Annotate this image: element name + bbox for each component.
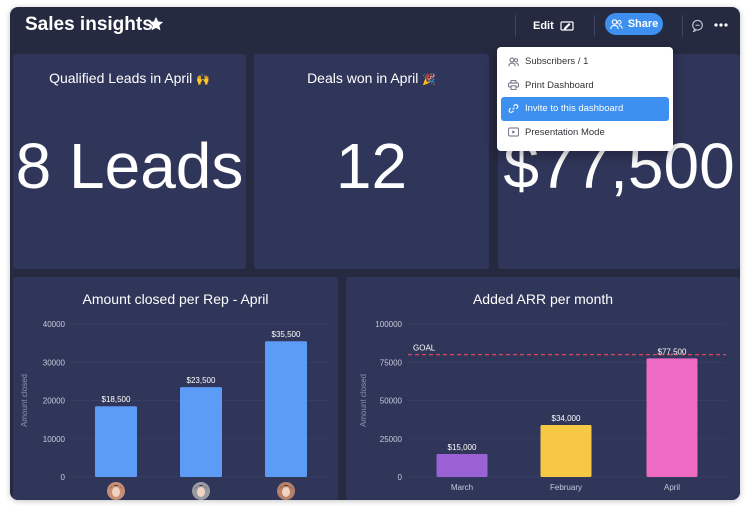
rep-avatar	[192, 482, 210, 500]
bar	[646, 358, 698, 477]
menu-item-label: Presentation Mode	[525, 126, 605, 138]
y-axis-label: Amount closed	[359, 374, 368, 427]
share-dropdown-menu: Subscribers / 1 Print Dashboard Invite t…	[497, 47, 673, 151]
updates-button[interactable]	[687, 15, 707, 35]
presentation-icon	[508, 127, 519, 137]
y-tick-label: 100000	[375, 320, 402, 329]
widget-title: Deals won in April 🎉	[307, 70, 436, 86]
chat-bubble-icon	[691, 19, 703, 32]
page-title: Sales insights	[25, 14, 153, 35]
dashboard-window: Sales insights Edit Share	[10, 7, 740, 500]
chart-amount-per-rep: 0 10000 20000 30000 40000 Amount closed $18,50…	[20, 320, 330, 500]
data-label: $35,500	[272, 330, 301, 339]
raised-hands-emoji: 🙌	[196, 74, 210, 86]
menu-item-presentation-mode[interactable]: Presentation Mode	[501, 121, 669, 145]
data-label: $23,500	[187, 376, 216, 385]
menu-item-invite[interactable]: Invite to this dashboard	[501, 97, 669, 121]
rep-avatar	[107, 482, 125, 500]
bar	[265, 341, 307, 477]
y-tick-label: 25000	[380, 435, 403, 444]
bar	[540, 424, 592, 477]
goal-label: GOAL	[413, 344, 436, 353]
x-tick-label: April	[664, 483, 680, 492]
party-popper-emoji: 🎉	[422, 74, 436, 86]
chart-title: Added ARR per month	[472, 291, 614, 307]
star-icon[interactable]	[147, 15, 165, 33]
printer-icon	[508, 80, 519, 91]
y-axis-label: Amount closed	[20, 374, 29, 427]
widget-value: 12	[335, 130, 408, 202]
menu-item-label: Subscribers / 1	[525, 56, 589, 68]
bar	[95, 406, 137, 477]
y-tick-label: 0	[61, 473, 66, 482]
share-label: Share	[627, 18, 659, 30]
data-label: $15,000	[448, 443, 477, 452]
widget-value: 8 Leads	[15, 130, 244, 202]
header-divider	[594, 15, 595, 37]
chart-added-arr: 0 25000 50000 75000 100000 Amount closed GOAL $…	[359, 320, 726, 492]
y-tick-label: 20000	[43, 397, 66, 406]
menu-item-label: Print Dashboard	[525, 79, 594, 91]
y-tick-label: 50000	[380, 397, 403, 406]
bar	[180, 387, 222, 477]
x-tick-label: February	[550, 483, 582, 492]
edit-button[interactable]: Edit	[533, 16, 574, 36]
y-tick-label: 10000	[43, 435, 66, 444]
widget-qualified-leads: Qualified Leads in April 🙌 8 Leads	[13, 54, 246, 269]
header-divider	[682, 15, 683, 37]
edit-label: Edit	[533, 20, 554, 32]
chart-title: Amount closed per Rep - April	[82, 291, 269, 307]
widget-deals-won: Deals won in April 🎉 12	[254, 54, 489, 269]
share-button[interactable]: Share	[605, 13, 663, 35]
menu-item-print-dashboard[interactable]: Print Dashboard	[501, 74, 669, 98]
menu-item-label: Invite to this dashboard	[525, 103, 624, 115]
data-label: $77,500	[658, 347, 687, 356]
y-tick-label: 40000	[43, 320, 66, 329]
rep-avatar	[277, 482, 295, 500]
menu-item-subscribers[interactable]: Subscribers / 1	[501, 50, 669, 74]
data-label: $18,500	[102, 395, 131, 404]
chart-card-added-arr: Added ARR per month 0 25000 50000 75000 1000…	[346, 277, 740, 500]
x-tick-label: March	[451, 483, 473, 492]
edit-icon	[560, 21, 574, 31]
subscribers-icon	[508, 57, 519, 66]
bar	[436, 454, 488, 477]
y-tick-label: 0	[398, 473, 403, 482]
y-tick-label: 75000	[380, 358, 403, 367]
share-people-icon	[609, 18, 623, 29]
widget-title: Qualified Leads in April 🙌	[49, 70, 210, 86]
more-options-button[interactable]	[711, 15, 731, 35]
data-label: $34,000	[552, 414, 581, 423]
header-divider	[515, 15, 516, 37]
dashboard-header: Sales insights Edit Share	[10, 7, 740, 45]
link-icon	[508, 104, 519, 114]
more-dots-icon	[714, 23, 728, 27]
y-tick-label: 30000	[43, 358, 66, 367]
chart-card-amount-per-rep: Amount closed per Rep - April 0 10000 2000…	[13, 277, 338, 500]
